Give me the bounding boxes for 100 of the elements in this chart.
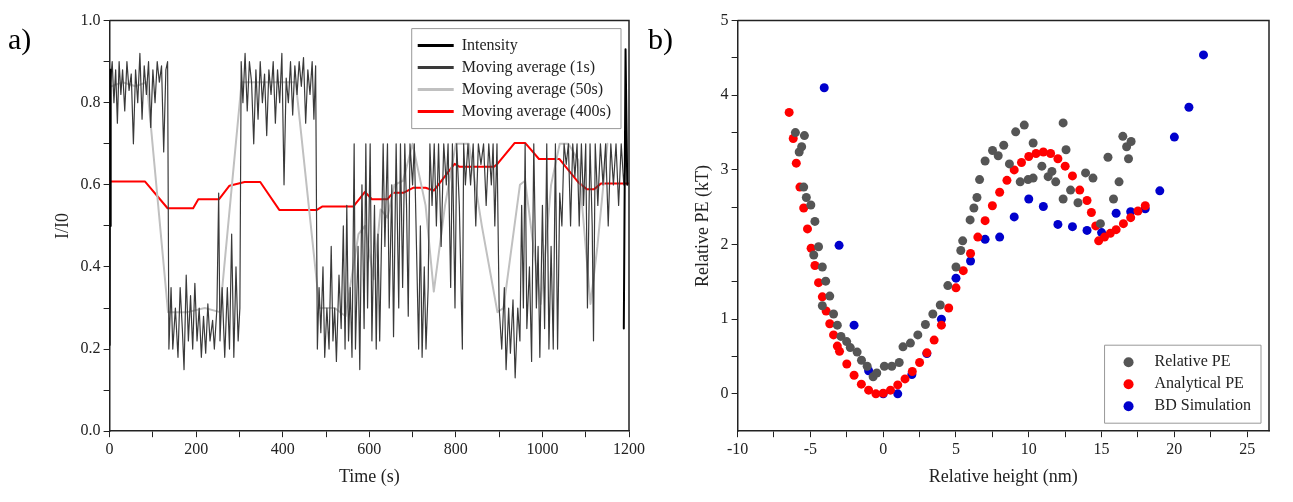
point bbox=[791, 158, 801, 168]
point bbox=[885, 385, 895, 395]
point bbox=[1155, 186, 1165, 196]
chart-title: a) bbox=[8, 22, 32, 56]
x-tick-label: 600 bbox=[357, 440, 382, 457]
point bbox=[1082, 225, 1092, 235]
point bbox=[966, 249, 976, 259]
y-tick-label: 4 bbox=[720, 85, 729, 103]
y-tick-label: 1 bbox=[720, 309, 729, 327]
y-tick-label: 0 bbox=[720, 384, 729, 402]
point bbox=[980, 216, 990, 226]
point bbox=[1111, 208, 1121, 218]
x-tick-label: 800 bbox=[443, 440, 468, 457]
point bbox=[825, 319, 835, 329]
point bbox=[1067, 171, 1077, 181]
point bbox=[819, 83, 829, 93]
point bbox=[893, 389, 903, 399]
x-axis-title: Time (s) bbox=[338, 465, 400, 487]
point bbox=[829, 330, 839, 340]
point bbox=[1017, 157, 1026, 167]
legend-label: Moving average (400s) bbox=[461, 101, 612, 120]
point bbox=[1060, 161, 1070, 171]
point bbox=[900, 374, 910, 384]
y-tick-label: 2 bbox=[720, 234, 729, 252]
legend-label: Analytical PE bbox=[1154, 374, 1244, 393]
point bbox=[864, 385, 874, 395]
point bbox=[958, 266, 968, 276]
x-tick-label: 1200 bbox=[613, 440, 645, 457]
point bbox=[1198, 50, 1208, 60]
point bbox=[799, 203, 809, 213]
point bbox=[842, 359, 852, 369]
point bbox=[1082, 196, 1092, 206]
y-axis-title: Relative PE (kT) bbox=[691, 164, 713, 287]
x-tick-label: 1000 bbox=[526, 440, 559, 457]
x-tick-label: 400 bbox=[270, 440, 295, 457]
point bbox=[849, 370, 859, 380]
point bbox=[1009, 212, 1019, 222]
point bbox=[1024, 194, 1034, 204]
legend-label: BD Simulation bbox=[1154, 396, 1251, 414]
point bbox=[1086, 207, 1096, 217]
legend-label: Moving average (50s) bbox=[461, 79, 604, 98]
x-tick-label: 5 bbox=[951, 440, 960, 457]
point bbox=[915, 358, 925, 368]
point bbox=[929, 335, 939, 345]
point bbox=[1009, 165, 1019, 175]
point bbox=[1067, 222, 1077, 232]
point bbox=[834, 240, 844, 250]
point bbox=[1126, 213, 1136, 223]
x-tick-label: 0 bbox=[105, 440, 114, 457]
point bbox=[1184, 102, 1194, 112]
point bbox=[1046, 148, 1056, 158]
point bbox=[951, 283, 961, 293]
point bbox=[1053, 154, 1063, 164]
x-tick-label: 25 bbox=[1239, 440, 1256, 457]
legend-label: Relative PE bbox=[1154, 352, 1231, 370]
x-tick-label: 20 bbox=[1166, 440, 1183, 457]
point bbox=[973, 232, 983, 242]
point bbox=[835, 346, 845, 356]
point bbox=[951, 273, 961, 283]
point bbox=[1133, 206, 1143, 216]
y-tick-label: 0.6 bbox=[80, 175, 101, 193]
y-tick-label: 3 bbox=[720, 160, 729, 178]
point bbox=[980, 234, 990, 244]
point bbox=[784, 107, 794, 117]
y-axis-title: I/I0 bbox=[51, 212, 72, 239]
point bbox=[995, 187, 1005, 197]
point bbox=[987, 201, 997, 211]
legend-label: Moving average (1s) bbox=[461, 57, 596, 76]
y-tick-label: 5 bbox=[720, 10, 729, 28]
x-tick-label: -5 bbox=[803, 440, 818, 457]
y-tick-label: 0.8 bbox=[80, 92, 101, 110]
point bbox=[893, 380, 903, 390]
x-tick-label: 0 bbox=[879, 440, 888, 457]
y-tick-label: 0.2 bbox=[80, 339, 101, 357]
x-axis-title: Relative height (nm) bbox=[928, 465, 1078, 487]
point bbox=[1024, 151, 1034, 161]
y-tick-label: 0.4 bbox=[80, 257, 101, 275]
x-tick-label: -10 bbox=[726, 440, 749, 457]
point bbox=[856, 379, 866, 389]
point bbox=[944, 303, 954, 313]
point bbox=[817, 292, 827, 302]
x-tick-label: 10 bbox=[1020, 440, 1037, 457]
y-tick-label: 1.0 bbox=[80, 10, 101, 28]
point bbox=[1169, 132, 1179, 142]
point bbox=[1118, 219, 1128, 229]
point bbox=[936, 320, 946, 330]
point bbox=[1053, 219, 1063, 229]
point bbox=[1111, 225, 1121, 235]
point bbox=[1002, 175, 1012, 185]
legend-label: Intensity bbox=[461, 35, 518, 54]
chart-title: b) bbox=[648, 22, 673, 56]
point bbox=[810, 260, 820, 270]
y-tick-label: 0.0 bbox=[80, 421, 101, 439]
point bbox=[849, 320, 859, 330]
point bbox=[802, 224, 812, 234]
x-tick-label: 200 bbox=[184, 440, 209, 457]
point bbox=[995, 232, 1005, 242]
point bbox=[1038, 201, 1048, 211]
x-tick-label: 15 bbox=[1093, 440, 1110, 457]
point bbox=[1075, 185, 1085, 195]
